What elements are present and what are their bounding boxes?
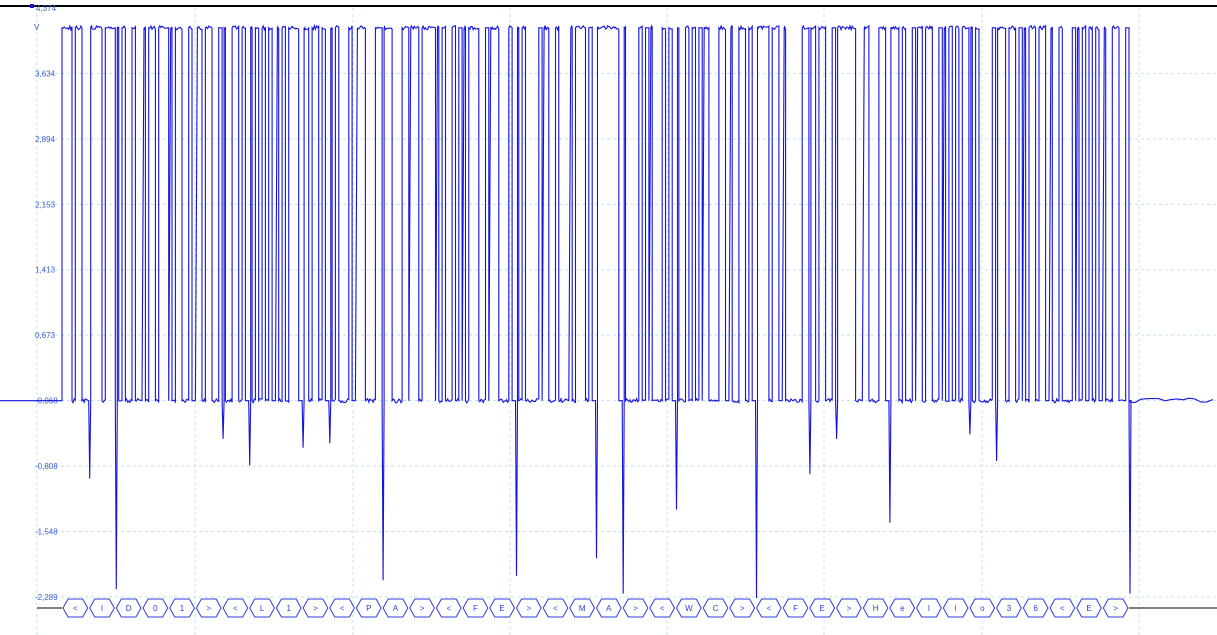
decoded-frame-label: < <box>1060 604 1065 613</box>
decoded-frame-label: > <box>847 604 852 613</box>
grid-lines <box>36 8 1217 635</box>
decoded-frame <box>382 598 409 618</box>
decoded-frame <box>249 598 275 618</box>
decoded-frame <box>782 598 809 618</box>
decoded-frame-label: 6 <box>1033 604 1038 613</box>
decoded-frame <box>809 598 836 618</box>
y-tick-label: 2,894 <box>35 135 56 144</box>
decoded-frame-label: H <box>873 604 879 613</box>
y-tick-label: -0,808 <box>35 462 58 471</box>
decoded-frame <box>942 598 969 618</box>
decoded-frame <box>435 598 462 618</box>
decoded-frame <box>1076 598 1102 618</box>
decoded-frame <box>595 598 622 618</box>
decoded-frame <box>355 598 382 618</box>
decoded-frame <box>142 598 169 618</box>
decoded-frame-label: < <box>767 604 772 613</box>
decoded-frame-label: A <box>606 604 612 613</box>
decoded-frame-label: 1 <box>286 604 291 613</box>
y-axis-unit: V <box>34 23 40 32</box>
decoded-frame <box>489 598 516 618</box>
decoded-frame-label: l <box>955 604 957 613</box>
decoded-frame-label: P <box>366 604 371 613</box>
signal-waveform <box>0 23 1214 599</box>
decoded-frame <box>1049 598 1076 618</box>
decoded-frame <box>302 598 329 618</box>
decoded-frame-label: E <box>820 604 825 613</box>
decoded-frame <box>756 598 782 618</box>
decoded-frame <box>462 598 489 618</box>
decoded-frame <box>569 598 596 618</box>
decoded-frame-label: < <box>340 604 345 613</box>
decoded-frame-label: l <box>928 604 930 613</box>
decoded-frame-label: 3 <box>1007 604 1012 613</box>
decoded-frame <box>729 598 756 618</box>
decoded-frame-label: 1 <box>180 604 185 613</box>
y-tick-label: 1,413 <box>35 266 56 275</box>
decoded-frame <box>89 598 115 618</box>
decoded-frame-label: W <box>685 604 693 613</box>
decoded-frame-label: D <box>126 604 132 613</box>
decoded-frame <box>1102 598 1129 618</box>
y-tick-labels: 3,6342,8942,1531,4130,673-0,068-0,808-1,… <box>35 69 58 602</box>
y-tick-label: -2,289 <box>35 593 58 602</box>
y-tick-label: 3,634 <box>35 69 56 78</box>
decoded-frame-label: < <box>660 604 665 613</box>
decoded-frame-label: > <box>633 604 638 613</box>
decoded-frame <box>675 598 702 618</box>
decoded-frame-label: e <box>900 604 905 613</box>
decoded-frame <box>62 598 89 618</box>
decoded-frame-label: > <box>526 604 531 613</box>
y-tick-label: -1,548 <box>35 527 58 536</box>
decoded-frame <box>222 598 249 618</box>
y-tick-label: 0,673 <box>35 331 56 340</box>
decoded-frame <box>862 598 889 618</box>
decoded-frame-label: E <box>1086 604 1091 613</box>
decoded-frame <box>702 598 729 618</box>
decoded-frame <box>649 598 676 618</box>
decoded-frame-label: M <box>579 604 586 613</box>
decoded-frame <box>916 598 942 618</box>
decoded-frame <box>996 598 1022 618</box>
decoded-frame-label: F <box>793 604 798 613</box>
decoded-frame <box>969 598 996 618</box>
decoded-frame-label: < <box>73 604 78 613</box>
decoded-frame <box>542 598 569 618</box>
decoded-frame <box>275 598 302 618</box>
y-tick-label: 2,153 <box>35 200 56 209</box>
decoded-frame-label: < <box>446 604 451 613</box>
decoded-frame <box>622 598 649 618</box>
decoded-frame-label: 0 <box>153 604 158 613</box>
decoded-frame-label: < <box>553 604 558 613</box>
decoded-frame <box>195 598 222 618</box>
decoded-frame-label: I <box>101 604 103 613</box>
decoded-frame <box>169 598 195 618</box>
decoded-frame-label: A <box>393 604 399 613</box>
decoded-frame-label: > <box>206 604 211 613</box>
decoded-frame <box>409 598 435 618</box>
decoded-frame <box>836 598 862 618</box>
signal-trace <box>0 23 1214 599</box>
decoded-frame-label: > <box>313 604 318 613</box>
decoded-frame <box>329 598 355 618</box>
decoded-frame-label: > <box>1113 604 1118 613</box>
decoded-frame-label: > <box>740 604 745 613</box>
decoded-frame-label: F <box>473 604 478 613</box>
top-marker <box>30 4 34 8</box>
decoded-frame-label: C <box>713 604 719 613</box>
y-axis-top-label: 4,374 <box>36 4 57 13</box>
decoded-frame <box>1022 598 1049 618</box>
decoded-frame <box>515 598 542 618</box>
decoded-frame-label: L <box>260 604 265 613</box>
decoded-frame <box>115 598 142 618</box>
decoded-frame <box>889 598 916 618</box>
decoded-frame-label: < <box>233 604 238 613</box>
decoded-frame-label: > <box>420 604 425 613</box>
decoded-frame-label: E <box>499 604 504 613</box>
decoded-frame-label: o <box>980 604 985 613</box>
